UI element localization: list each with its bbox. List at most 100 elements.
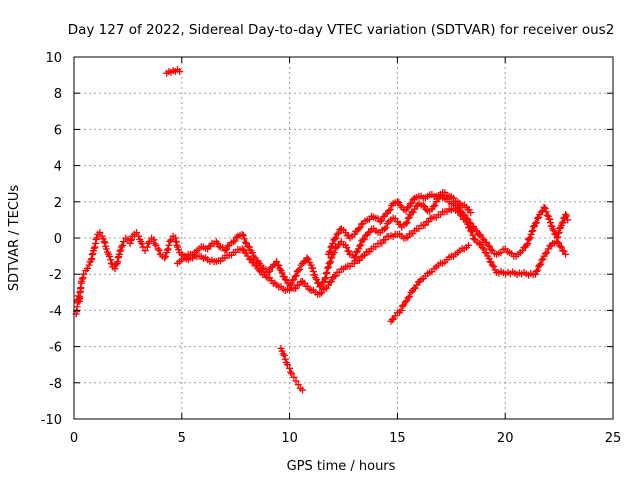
- data-point-upper-band: [395, 198, 403, 206]
- data-point-main-band: [477, 231, 485, 239]
- data-point-main-band: [296, 265, 304, 273]
- data-point-main-band: [165, 241, 173, 249]
- data-point-main-band: [112, 261, 120, 269]
- data-point-main-band: [291, 273, 299, 281]
- data-point-upper-band: [350, 230, 358, 238]
- data-point-main-band: [117, 246, 125, 254]
- data-point-main-band: [531, 220, 539, 228]
- data-point-upper-band: [329, 239, 337, 247]
- data-point-main-band: [322, 274, 330, 282]
- data-point-upper-band: [403, 204, 411, 212]
- data-point-main-band: [534, 214, 542, 222]
- y-tick-label: -4: [49, 304, 62, 319]
- x-tick-label: 10: [281, 431, 298, 446]
- data-point-main-band: [528, 228, 536, 236]
- data-point-lower-band: [381, 236, 389, 244]
- data-point-main-band: [382, 224, 390, 232]
- data-point-main-band: [78, 275, 86, 283]
- data-point-main-band: [155, 246, 163, 254]
- data-point-upper-band: [386, 206, 394, 214]
- data-point-main-band: [145, 238, 153, 246]
- data-point-main-band: [403, 218, 411, 226]
- data-point-main-band: [120, 238, 128, 246]
- data-point-rising-arc: [400, 301, 408, 309]
- data-point-lower-band: [562, 250, 570, 258]
- y-tick-label: 0: [54, 232, 62, 247]
- data-point-main-band: [357, 241, 365, 249]
- data-point-isolated-low: [281, 355, 289, 363]
- data-point-main-band: [240, 235, 248, 243]
- data-point-main-band: [523, 241, 531, 249]
- data-point-lower-band: [475, 239, 483, 247]
- data-point-main-band: [327, 254, 335, 262]
- y-tick-label: 2: [54, 196, 62, 211]
- data-point-lower-band: [541, 250, 549, 258]
- data-point-lower-band: [457, 211, 465, 219]
- data-point-upper-band: [465, 206, 473, 214]
- data-point-lower-band: [556, 242, 564, 250]
- y-tick-label: 8: [54, 87, 62, 102]
- data-point-lower-band: [534, 266, 542, 274]
- data-point-main-band: [419, 201, 427, 209]
- data-point-main-band: [525, 235, 533, 243]
- data-point-rising-arc: [465, 241, 473, 249]
- x-tick-label: 5: [178, 431, 186, 446]
- data-point-main-band: [150, 236, 158, 244]
- y-axis-label: SDTVAR / TECUs: [7, 185, 22, 292]
- data-point-lower-band: [553, 238, 561, 246]
- data-point-upper-band: [409, 195, 417, 203]
- data-point-lower-band: [538, 256, 546, 264]
- data-point-main-band: [242, 239, 250, 247]
- data-point-lower-band: [543, 248, 551, 256]
- data-point-main-band: [111, 265, 119, 273]
- data-point-main-band: [100, 238, 108, 246]
- data-point-isolated-low: [280, 351, 288, 359]
- data-point-lower-band: [424, 218, 432, 226]
- data-point-isolated-low: [279, 350, 287, 358]
- data-point-main-band: [526, 234, 534, 242]
- data-point-main-band: [135, 232, 143, 240]
- data-point-main-band: [163, 246, 171, 254]
- data-point-main-band: [487, 245, 495, 253]
- data-point-isolated-low: [290, 373, 298, 381]
- data-point-main-band: [332, 244, 340, 252]
- data-point-main-band: [245, 243, 253, 251]
- data-point-isolated-low: [288, 370, 296, 378]
- data-point-main-band: [429, 203, 437, 211]
- data-point-lower-band: [488, 261, 496, 269]
- data-point-rising-arc: [401, 298, 409, 306]
- data-point-main-band: [421, 203, 429, 211]
- data-point-lower-band: [532, 267, 540, 275]
- data-point-main-band: [543, 211, 551, 219]
- data-point-main-band: [93, 234, 101, 242]
- data-point-main-band: [563, 212, 571, 220]
- data-point-main-band: [431, 201, 439, 209]
- data-point-main-band: [323, 268, 331, 276]
- data-point-rising-arc: [406, 293, 414, 301]
- data-point-upper-band: [378, 217, 386, 224]
- data-point-main-band: [483, 238, 491, 246]
- y-tick-label: -8: [49, 377, 62, 392]
- data-point-main-band: [485, 242, 493, 250]
- data-point-lower-band: [477, 241, 485, 249]
- data-point-main-band: [356, 242, 364, 250]
- x-axis-label: GPS time / hours: [287, 459, 396, 474]
- x-tick-label: 20: [497, 431, 514, 446]
- data-point-main-band: [524, 240, 532, 248]
- data-point-upper-band: [327, 243, 335, 251]
- data-point-upper-band: [334, 229, 342, 237]
- data-point-main-band: [559, 218, 567, 226]
- data-point-main-band: [133, 229, 141, 237]
- data-point-lower-band: [536, 261, 544, 269]
- data-point-main-band: [321, 275, 329, 283]
- y-tick-label: -6: [49, 341, 62, 356]
- chart-title: Day 127 of 2022, Sidereal Day-to-day VTE…: [68, 22, 615, 38]
- data-point-rising-arc: [403, 297, 411, 305]
- data-point-main-band: [326, 259, 334, 267]
- data-point-main-band: [402, 220, 410, 228]
- data-point-main-band: [484, 241, 492, 249]
- data-point-lower-band: [295, 281, 303, 289]
- data-point-main-band: [309, 264, 317, 272]
- data-point-lower-band: [378, 239, 386, 247]
- data-point-lower-band: [480, 245, 488, 253]
